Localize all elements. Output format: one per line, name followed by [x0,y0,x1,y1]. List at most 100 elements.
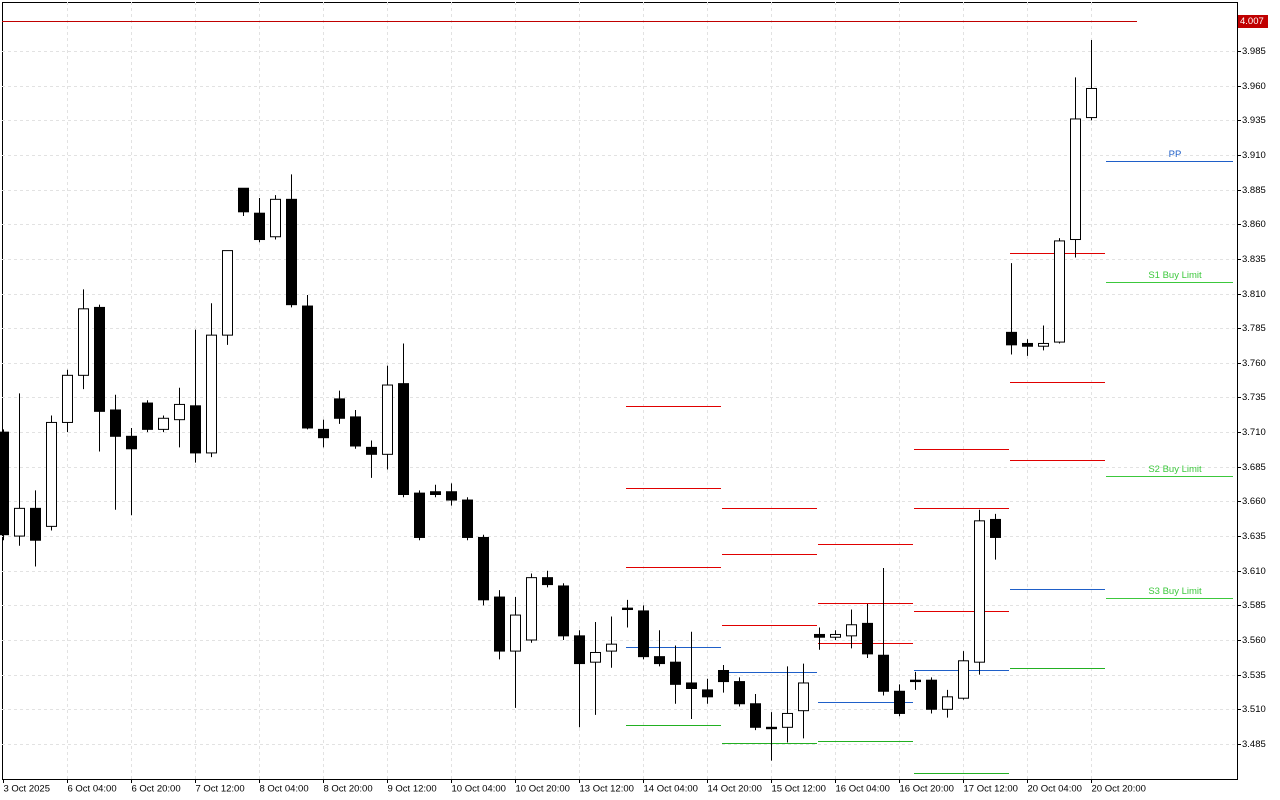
candle-body [302,305,313,429]
candle-body [350,416,361,447]
candle-body [766,726,777,730]
order-level-label: S2 Buy Limit [1148,464,1202,475]
candle-body [110,409,121,437]
candle-body [606,643,617,652]
y-tick-label: 3.960 [1242,81,1266,92]
candle-body [1022,342,1033,347]
candle-body [974,520,985,663]
candle-body [190,405,201,454]
y-tick-label: 3.685 [1242,462,1266,473]
y-tick-label: 3.610 [1242,566,1266,577]
x-tick-label: 3 Oct 2025 [4,784,50,795]
candle-body [478,536,489,601]
candle-body [814,633,825,638]
candle-body [334,398,345,419]
candle-body [526,577,537,641]
candle-body [1054,240,1065,343]
x-tick-label: 15 Oct 12:00 [772,784,826,795]
x-tick-label: 14 Oct 04:00 [644,784,698,795]
candle-body [14,507,25,537]
x-tick-label: 16 Oct 20:00 [900,784,954,795]
current-price-label: 4.007 [1240,16,1264,27]
y-tick-label: 3.660 [1242,496,1266,507]
candle-body [398,383,409,496]
candle-body [702,689,713,698]
y-tick-label: 3.985 [1242,46,1266,57]
order-level-label: PP [1169,149,1182,160]
y-tick-label: 3.910 [1242,150,1266,161]
x-tick-label: 17 Oct 12:00 [964,784,1018,795]
x-tick-label: 16 Oct 04:00 [836,784,890,795]
candle-body [30,507,41,541]
x-tick-label: 10 Oct 04:00 [452,784,506,795]
candle-body [366,446,377,455]
candle-body [94,306,105,412]
candle-body [654,656,665,665]
x-tick-label: 10 Oct 20:00 [516,784,570,795]
y-tick-label: 3.885 [1242,185,1266,196]
candle-body [798,682,809,712]
candle-body [1006,331,1017,346]
x-tick-label: 6 Oct 20:00 [132,784,181,795]
candle-body [750,703,761,728]
y-tick-label: 3.860 [1242,219,1266,230]
candle-body [830,633,841,638]
candle-body [1086,87,1097,119]
x-tick-label: 8 Oct 04:00 [260,784,309,795]
candle-body [174,403,185,421]
candle-body [686,682,697,690]
candle-body [494,596,505,652]
y-tick-label: 3.760 [1242,358,1266,369]
candle-body [894,690,905,714]
candle-body [158,417,169,430]
x-tick-label: 20 Oct 20:00 [1092,784,1146,795]
y-tick-label: 3.735 [1242,392,1266,403]
candle-body [782,712,793,728]
candle-body [414,492,425,538]
candle-body [222,250,233,336]
candle-body [590,651,601,663]
candle-body [718,669,729,683]
current-price-tag [1238,15,1268,28]
candle-body [254,212,265,241]
candle-body [990,518,1001,538]
candle-body [926,679,937,710]
candle-body [46,421,57,527]
y-tick-label: 3.510 [1242,704,1266,715]
candle-body [318,428,329,439]
y-tick-label: 3.485 [1242,739,1266,750]
x-tick-label: 9 Oct 12:00 [388,784,437,795]
y-tick-label: 3.560 [1242,635,1266,646]
candle-body [126,435,137,450]
candle-body [62,374,73,423]
y-tick-label: 3.785 [1242,323,1266,334]
y-tick-label: 3.535 [1242,670,1266,681]
candle-body [462,499,473,538]
order-level-label: S3 Buy Limit [1148,586,1202,597]
candle-body [510,614,521,652]
candle-body [430,491,441,496]
plot-frame [2,2,1238,780]
candle-body [286,198,297,306]
candle-body [734,681,745,705]
x-tick-label: 14 Oct 20:00 [708,784,762,795]
x-tick-label: 20 Oct 04:00 [1028,784,1082,795]
y-tick-label: 3.585 [1242,600,1266,611]
candle-body [670,661,681,685]
candle-body [910,679,921,683]
candle-body [958,660,969,699]
candle-body [1070,118,1081,241]
y-tick-label: 3.935 [1242,115,1266,126]
candle-body [270,198,281,238]
order-level-label: S1 Buy Limit [1148,270,1202,281]
candle-body [382,384,393,455]
candle-body [1038,342,1049,347]
candle-body [446,491,457,501]
candle-body [542,577,553,586]
candle-body [206,334,217,454]
y-tick-label: 3.635 [1242,531,1266,542]
candle-body [142,402,153,430]
candle-body [622,607,633,611]
